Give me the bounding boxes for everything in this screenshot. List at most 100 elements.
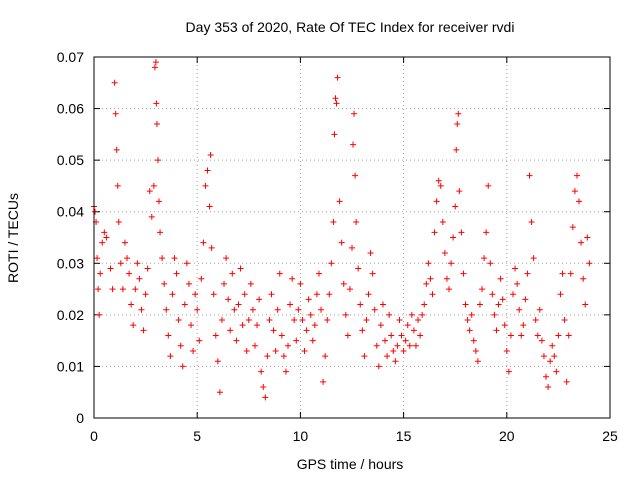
data-point xyxy=(456,188,463,195)
data-point xyxy=(207,151,214,158)
data-point xyxy=(138,306,145,313)
data-point xyxy=(377,322,384,329)
data-point xyxy=(245,317,252,324)
y-tick-label: 0.02 xyxy=(57,307,84,323)
data-point xyxy=(101,229,108,236)
data-point xyxy=(291,317,298,324)
data-point xyxy=(148,213,155,220)
data-point xyxy=(530,255,537,262)
plot-frame xyxy=(93,56,611,419)
y-tick-label: 0.03 xyxy=(57,255,84,271)
data-point xyxy=(365,291,372,298)
data-point xyxy=(280,353,287,360)
data-point xyxy=(350,141,357,148)
data-point xyxy=(254,322,261,329)
data-point xyxy=(468,311,475,318)
data-point xyxy=(427,275,434,282)
data-point xyxy=(229,270,236,277)
data-point xyxy=(188,322,195,329)
data-point xyxy=(262,394,269,401)
data-point xyxy=(419,311,426,318)
data-point xyxy=(408,311,415,318)
data-point xyxy=(109,286,116,293)
data-point xyxy=(569,224,576,231)
data-point xyxy=(344,332,351,339)
data-point xyxy=(470,337,477,344)
chart-title: Day 353 of 2020, Rate Of TEC Index for r… xyxy=(186,19,515,35)
data-point xyxy=(151,64,158,71)
data-point xyxy=(567,270,574,277)
x-tick-label: 20 xyxy=(499,428,515,444)
data-point xyxy=(268,291,275,298)
data-point xyxy=(584,234,591,241)
data-point xyxy=(121,239,128,246)
data-point xyxy=(363,317,370,324)
y-tick-label: 0.07 xyxy=(57,49,84,65)
data-point xyxy=(580,275,587,282)
data-point xyxy=(375,363,382,370)
data-point xyxy=(256,296,263,303)
data-point xyxy=(332,95,339,102)
x-axis-label: GPS time / hours xyxy=(297,456,404,472)
data-point xyxy=(462,301,469,308)
data-point xyxy=(433,198,440,205)
data-point xyxy=(95,286,102,293)
data-point xyxy=(390,347,397,354)
data-point xyxy=(455,110,462,117)
data-point xyxy=(536,306,543,313)
data-point xyxy=(169,291,176,298)
data-point xyxy=(235,301,242,308)
data-point xyxy=(384,353,391,360)
y-tick-label: 0.04 xyxy=(57,204,84,220)
data-point xyxy=(576,198,583,205)
data-point xyxy=(493,327,500,334)
data-point xyxy=(543,373,550,380)
data-point xyxy=(481,255,488,262)
data-point xyxy=(161,280,168,287)
data-point xyxy=(373,342,380,349)
data-point xyxy=(342,311,349,318)
data-point xyxy=(309,337,316,344)
data-point xyxy=(491,311,498,318)
data-point xyxy=(208,244,215,251)
data-point xyxy=(450,234,457,241)
data-point xyxy=(514,280,521,287)
data-point xyxy=(251,342,258,349)
data-point xyxy=(346,286,353,293)
data-point xyxy=(96,311,103,318)
data-point xyxy=(353,219,360,226)
data-point xyxy=(394,342,401,349)
data-point xyxy=(165,332,172,339)
data-point xyxy=(192,291,199,298)
data-points xyxy=(91,59,593,401)
data-point xyxy=(225,296,232,303)
data-point xyxy=(124,255,131,262)
data-point xyxy=(425,260,432,267)
data-point xyxy=(202,182,209,189)
data-point xyxy=(132,286,139,293)
x-tick-label: 5 xyxy=(193,428,201,444)
data-point xyxy=(241,291,248,298)
data-point xyxy=(489,291,496,298)
data-point xyxy=(320,378,327,385)
data-point xyxy=(107,265,114,272)
data-point xyxy=(540,353,547,360)
data-point xyxy=(331,131,338,138)
data-point xyxy=(324,317,331,324)
data-point xyxy=(249,306,256,313)
data-point xyxy=(431,229,438,236)
data-point xyxy=(200,239,207,246)
data-point xyxy=(479,286,486,293)
data-point xyxy=(545,384,552,391)
data-point xyxy=(264,353,271,360)
data-point xyxy=(214,358,221,365)
data-point xyxy=(532,317,539,324)
data-point xyxy=(163,306,170,313)
data-point xyxy=(221,280,228,287)
data-point xyxy=(297,280,304,287)
data-point xyxy=(167,353,174,360)
data-point xyxy=(276,270,283,277)
x-tick-labels: 0 5 10 15 20 25 xyxy=(90,428,618,444)
x-tick-label: 25 xyxy=(602,428,618,444)
data-point xyxy=(487,260,494,267)
